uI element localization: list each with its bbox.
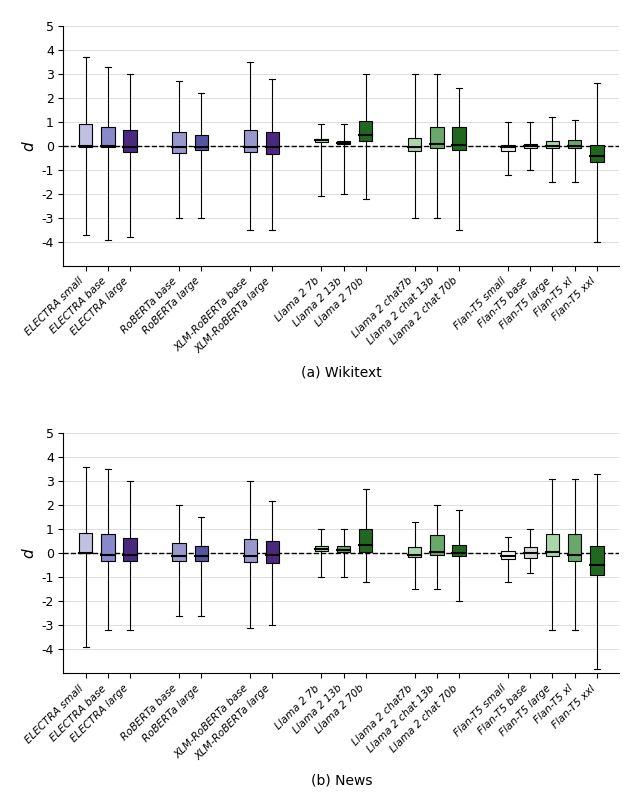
Y-axis label: d: d — [21, 549, 36, 558]
Bar — [359, 529, 372, 552]
Bar — [172, 132, 186, 154]
Bar — [337, 546, 350, 552]
Bar — [266, 541, 279, 563]
Bar — [452, 545, 466, 556]
Bar — [546, 534, 559, 556]
Bar — [408, 547, 421, 557]
X-axis label: (a) Wikitext: (a) Wikitext — [301, 366, 381, 380]
Bar — [101, 534, 115, 561]
Bar — [359, 120, 372, 141]
Bar — [501, 145, 515, 151]
X-axis label: (b) News: (b) News — [310, 773, 372, 787]
Bar — [315, 545, 328, 552]
Bar — [101, 127, 115, 147]
Bar — [172, 543, 186, 561]
Bar — [315, 139, 328, 142]
Bar — [244, 130, 257, 152]
Bar — [195, 135, 208, 149]
Bar — [452, 127, 466, 149]
Bar — [124, 130, 137, 152]
Bar — [266, 132, 279, 154]
Bar — [337, 141, 350, 144]
Bar — [79, 533, 92, 553]
Bar — [124, 538, 137, 561]
Bar — [546, 141, 559, 149]
Bar — [590, 145, 604, 162]
Bar — [568, 140, 581, 149]
Bar — [524, 144, 537, 149]
Bar — [568, 534, 581, 561]
Bar — [430, 127, 444, 149]
Bar — [430, 536, 444, 554]
Bar — [244, 539, 257, 562]
Y-axis label: d: d — [21, 141, 36, 151]
Bar — [524, 547, 537, 558]
Bar — [79, 124, 92, 147]
Bar — [501, 551, 515, 559]
Bar — [408, 137, 421, 151]
Bar — [195, 545, 208, 561]
Bar — [590, 546, 604, 575]
